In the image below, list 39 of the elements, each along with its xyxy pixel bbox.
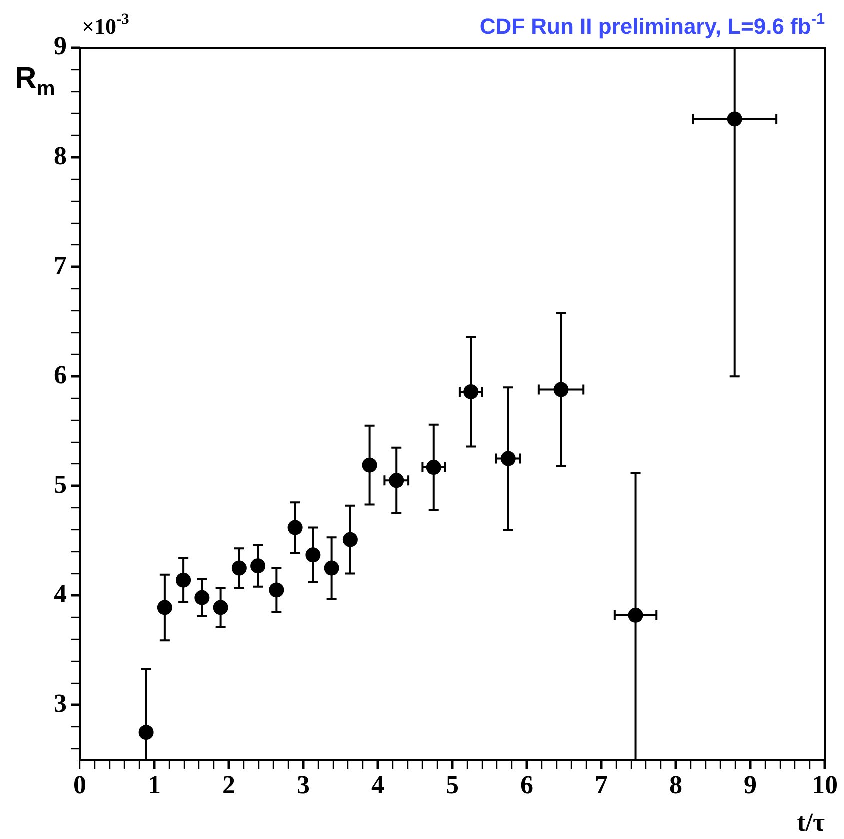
point	[426, 460, 442, 476]
x-tick-label: 6	[520, 770, 534, 800]
point	[324, 560, 340, 576]
y-tick-label: 3	[54, 688, 67, 718]
point	[138, 725, 154, 740]
x-tick-label: 1	[148, 770, 161, 800]
x-tick-label: 4	[372, 770, 384, 800]
point	[176, 572, 192, 588]
y-tick-label: 7	[54, 250, 67, 280]
point	[362, 458, 378, 473]
x-tick-label: 8	[670, 770, 682, 800]
x-tick-label: 3	[297, 770, 310, 800]
y-tick-label: 6	[54, 360, 67, 390]
y-tick-label: 8	[54, 141, 67, 170]
x-axis-title: t/τ	[797, 808, 826, 837]
point	[554, 382, 569, 398]
y-tick-label: 4	[54, 579, 67, 608]
x-tick-label: 0	[74, 770, 86, 800]
point	[628, 608, 644, 623]
point	[213, 600, 228, 616]
point	[727, 112, 742, 127]
x-tick-label: 5	[446, 770, 459, 800]
x-tick-label: 10	[812, 770, 838, 800]
point	[269, 582, 284, 598]
point	[194, 590, 210, 606]
x-tick-label: 2	[222, 770, 236, 800]
y-tick-label: 9	[54, 32, 67, 61]
point	[288, 520, 303, 536]
x-tick-label: 9	[744, 770, 757, 800]
point	[464, 384, 479, 400]
point	[306, 548, 321, 563]
y-tick-label: 5	[54, 470, 67, 499]
point	[389, 473, 404, 488]
point	[250, 558, 266, 574]
x-tick-label: 7	[595, 770, 608, 800]
point	[500, 451, 516, 466]
point	[232, 560, 247, 576]
point	[157, 600, 172, 616]
point	[342, 532, 358, 548]
